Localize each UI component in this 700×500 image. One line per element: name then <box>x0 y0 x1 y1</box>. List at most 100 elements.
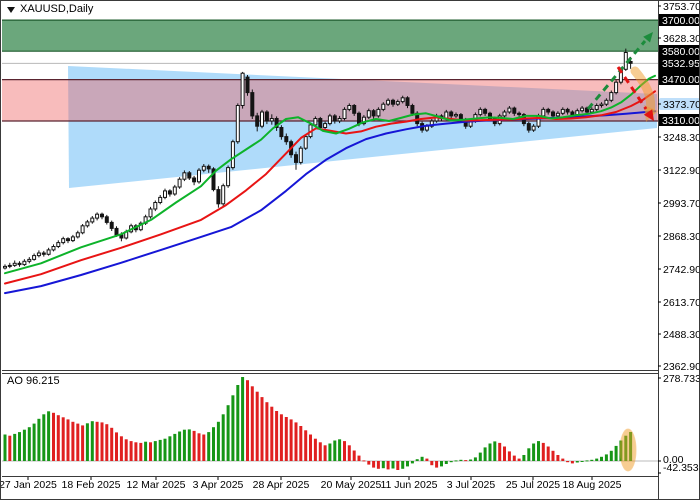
candle <box>594 105 599 110</box>
candle <box>303 136 308 149</box>
candle <box>507 107 512 113</box>
ao-bar <box>595 458 599 461</box>
candle <box>488 112 492 120</box>
ao-bar <box>129 441 133 461</box>
ao-bar <box>61 417 65 461</box>
candle <box>66 238 70 242</box>
ao-bar <box>110 427 114 461</box>
candle <box>264 111 269 122</box>
date-tick-label: 11 Jun 2025 <box>380 479 437 491</box>
green-dashed-arrow <box>586 40 647 110</box>
ao-bar <box>95 421 99 461</box>
ao-bar <box>372 461 376 468</box>
candle <box>570 111 575 116</box>
candle <box>3 265 7 269</box>
price-tick-label: 3628.30 <box>663 33 700 45</box>
ao-bar <box>139 442 143 461</box>
ao-bar <box>182 429 186 461</box>
price-tick-label: 3373.70 <box>663 99 700 111</box>
candle <box>395 101 400 105</box>
ao-bar <box>493 441 497 461</box>
candle <box>337 118 342 122</box>
ao-bar <box>507 451 511 461</box>
ao-bar <box>328 443 332 461</box>
ao-bar <box>202 434 206 461</box>
candle <box>352 105 357 114</box>
triangle-down-icon[interactable] <box>7 6 15 13</box>
candle <box>235 105 240 143</box>
ao-indicator-label: AO 96.215 <box>7 375 60 387</box>
ao-bar <box>488 443 492 461</box>
ao-bar <box>13 433 17 461</box>
ao-bar <box>415 459 419 461</box>
price-tick-label: 3248.30 <box>663 132 700 144</box>
date-tick-label: 28 Apr 2025 <box>253 479 310 491</box>
candle <box>400 97 405 103</box>
candle <box>274 118 279 128</box>
price-tick-label: 2613.70 <box>663 297 700 309</box>
ao-bar <box>556 455 560 461</box>
candle <box>32 255 37 260</box>
ao-bar <box>299 426 303 461</box>
ao-bar <box>221 414 225 461</box>
candle <box>628 61 633 64</box>
ao-bar <box>124 439 128 461</box>
price-badge-label: 3310.00 <box>662 115 700 127</box>
candle <box>560 108 565 114</box>
ao-bar <box>42 414 46 461</box>
candle <box>614 81 619 94</box>
candle <box>226 167 231 187</box>
candle <box>405 97 410 107</box>
candle <box>381 103 386 110</box>
ao-bar <box>119 436 123 461</box>
ao-bar <box>47 411 51 461</box>
candle <box>565 108 570 113</box>
candle <box>313 118 318 126</box>
ao-bar <box>532 443 536 461</box>
ao-bar <box>386 461 390 470</box>
ao-bar <box>27 427 31 461</box>
ao-bar <box>347 445 351 461</box>
ao-bar <box>192 430 196 461</box>
ao-bar <box>551 450 555 461</box>
time-axis[interactable]: 27 Jan 2025 18 Feb 2025 12 Mar 2025 3 Apr 2… <box>1 477 622 491</box>
date-tick-label: 18 Aug 2025 <box>563 479 622 491</box>
ao-bar <box>197 433 201 461</box>
ao-bar <box>323 445 327 461</box>
ao-bar <box>134 442 138 461</box>
ao-bar <box>250 386 254 461</box>
ao-bar <box>284 417 288 461</box>
ao-bar <box>566 461 570 463</box>
candle <box>192 177 197 183</box>
green-target-zone <box>2 20 658 52</box>
price-tick-label: 3753.70 <box>663 1 700 13</box>
ao-bar <box>313 438 317 461</box>
ao-bar <box>168 436 172 461</box>
ao-bar <box>609 450 613 461</box>
price-badge-label: 3700.00 <box>662 15 700 27</box>
ao-bar <box>459 459 463 461</box>
candle <box>599 103 604 106</box>
price-badge <box>659 57 699 69</box>
ao-bar <box>473 457 477 461</box>
candle <box>284 136 289 143</box>
ao-tick-label: 278.733 <box>663 373 700 385</box>
candle <box>478 108 483 116</box>
candle <box>294 154 298 163</box>
ao-bar <box>381 461 385 469</box>
candle <box>604 99 609 105</box>
price-badge <box>659 73 699 85</box>
ao-bar <box>590 459 594 461</box>
ao-bar <box>32 423 36 461</box>
ao-bar <box>561 458 565 461</box>
ao-bar <box>444 461 448 464</box>
candle <box>318 118 323 128</box>
candle <box>410 105 415 114</box>
ao-bar <box>440 461 443 467</box>
ao-bar <box>212 427 215 461</box>
candle <box>46 249 51 255</box>
candle <box>104 216 109 223</box>
ao-bar <box>318 442 322 461</box>
